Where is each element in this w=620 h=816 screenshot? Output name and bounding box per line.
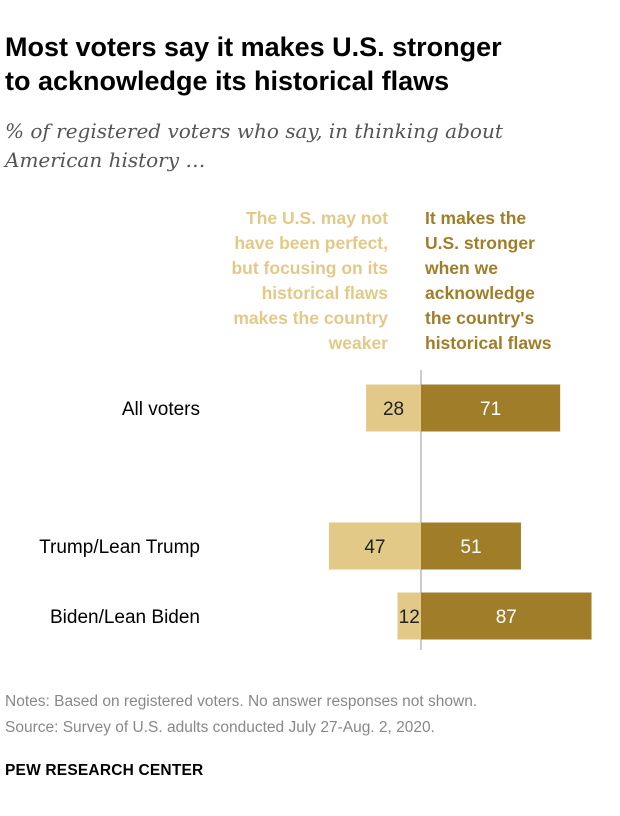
- diverging-bar-chart: All voters 28 71 Trump/Lean Trump 47 51 Biden/…: [39, 370, 592, 650]
- bar-weaker: [366, 384, 421, 432]
- category-label: All voters: [122, 399, 200, 420]
- brand-logo-text: PEW RESEARCH CENTER: [5, 762, 204, 779]
- value-label-stronger: 87: [496, 607, 517, 628]
- value-label-stronger: 71: [480, 399, 501, 420]
- title-line-2: to acknowledge its historical flaws: [5, 66, 450, 96]
- stronger-header-line-3: when we: [425, 258, 498, 278]
- category-label: Trump/Lean Trump: [39, 537, 200, 558]
- value-label-weaker: 47: [364, 537, 385, 558]
- category-label: Biden/Lean Biden: [50, 607, 200, 628]
- weaker-header-line-6: weaker: [328, 333, 388, 353]
- weaker-header-line-4: historical flaws: [261, 283, 388, 303]
- stronger-header-line-1: It makes the: [425, 208, 527, 228]
- subtitle-line-2: American history …: [5, 148, 206, 172]
- stronger-header-line-5: the country's: [425, 308, 535, 328]
- bar-stronger: [421, 592, 592, 640]
- stronger-header-line-6: historical flaws: [425, 333, 552, 353]
- stronger-header-line-4: acknowledge: [425, 283, 535, 303]
- value-label-weaker: 12: [399, 607, 420, 628]
- chart-notes: Notes: Based on registered voters. No an…: [5, 689, 617, 741]
- stronger-header-line-2: U.S. stronger: [425, 233, 535, 253]
- bar-weaker: [397, 592, 421, 640]
- weaker-column-header: The U.S. may not have been perfect, but fo…: [198, 206, 388, 356]
- weaker-header-line-2: have been perfect,: [234, 233, 388, 253]
- source-text: Source: Survey of U.S. adults conducted …: [5, 719, 435, 736]
- stronger-column-header: It makes the U.S. stronger when we acknowle…: [425, 206, 610, 356]
- notes-text: Notes: Based on registered voters. No an…: [5, 693, 478, 710]
- bar-weaker: [328, 522, 421, 570]
- value-label-stronger: 51: [460, 537, 481, 558]
- subtitle-line-1: % of registered voters who say, in think…: [5, 119, 503, 143]
- chart-subtitle: % of registered voters who say, in think…: [5, 117, 565, 175]
- weaker-header-line-3: but focusing on its: [231, 258, 388, 278]
- chart-title: Most voters say it makes U.S. stronger t…: [5, 30, 605, 98]
- weaker-header-line-1: The U.S. may not: [246, 208, 388, 228]
- bar-stronger: [421, 384, 561, 432]
- value-label-weaker: 28: [383, 399, 404, 420]
- bar-stronger: [421, 522, 521, 570]
- weaker-header-line-5: makes the country: [233, 308, 388, 328]
- title-line-1: Most voters say it makes U.S. stronger: [5, 32, 502, 62]
